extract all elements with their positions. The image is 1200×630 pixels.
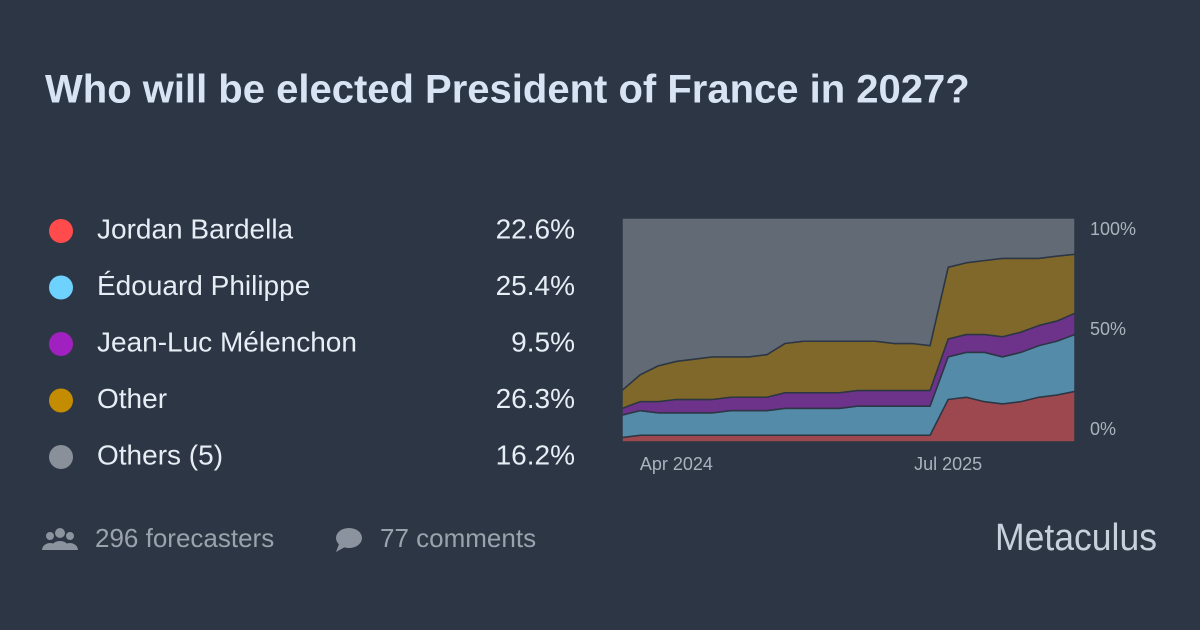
legend-name: Jordan Bardella: [97, 213, 294, 244]
legend-name: Others (5): [97, 439, 223, 470]
legend-value: 26.3%: [496, 383, 575, 414]
legend-dot: [49, 275, 73, 300]
legend: Jordan Bardella 22.6% Édouard Philippe 25.4…: [49, 213, 575, 470]
area-segment: [621, 217, 1076, 392]
chart: 100% 50% 0% Apr 2024 Jul 2025: [621, 217, 1136, 474]
y-tick-label: 0%: [1090, 419, 1116, 439]
legend-value: 25.4%: [496, 270, 575, 301]
y-tick-label: 50%: [1090, 319, 1126, 339]
x-tick-label: Apr 2024: [640, 454, 713, 474]
legend-value: 16.2%: [496, 439, 575, 470]
legend-name: Jean-Luc Mélenchon: [97, 326, 357, 357]
forecasters-count: 296 forecasters: [95, 523, 274, 553]
legend-dot: [49, 445, 73, 469]
title: Who will be elected President of France …: [45, 68, 970, 112]
y-tick-label: 100%: [1090, 219, 1136, 239]
legend-dot: [49, 388, 73, 413]
comments-icon: [336, 528, 362, 552]
legend-value: 9.5%: [511, 326, 575, 357]
comments-count: 77 comments: [380, 523, 536, 553]
legend-value: 22.6%: [496, 213, 575, 244]
legend-dot: [49, 332, 73, 356]
legend-name: Édouard Philippe: [97, 270, 310, 301]
brand-logo: Metaculus: [995, 517, 1157, 559]
legend-dot: [49, 219, 73, 243]
x-tick-label: Jul 2025: [914, 454, 982, 474]
legend-name: Other: [97, 383, 167, 414]
forecasters-icon: [42, 528, 78, 550]
